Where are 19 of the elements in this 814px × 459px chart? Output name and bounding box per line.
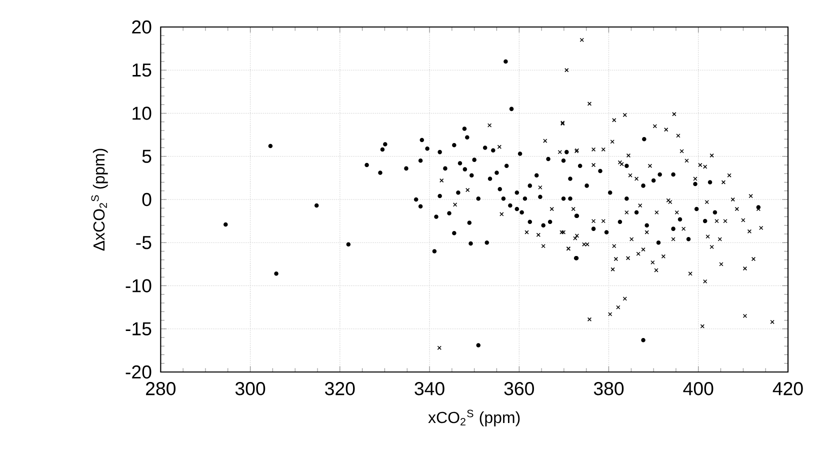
y-tick-label: -15 xyxy=(126,322,152,336)
x-tick-label: 380 xyxy=(594,382,624,396)
y-tick-label: 10 xyxy=(132,106,152,120)
x-tick-label: 400 xyxy=(683,382,714,396)
x-tick-label: 360 xyxy=(504,382,534,396)
x-tick-label: 320 xyxy=(325,382,355,396)
y-tick-label: 20 xyxy=(132,20,152,34)
y-tick-label: -5 xyxy=(136,236,152,250)
y-tick-label: -20 xyxy=(126,365,152,379)
y-tick-label: 15 xyxy=(132,64,152,77)
x-axis-title: xCO$_{2}$$^{S}$ (ppm) xyxy=(428,410,520,426)
x-tick-label: 280 xyxy=(146,382,176,396)
y-tick-label: -10 xyxy=(126,279,152,292)
y-axis-title: ΔxCO$_{2}$$^{S}$ (ppm) xyxy=(91,148,108,251)
x-tick-label: 420 xyxy=(772,382,803,396)
x-tick-label: 300 xyxy=(235,382,266,396)
x-tick-label: 340 xyxy=(414,382,444,396)
y-tick-label: 0 xyxy=(142,192,152,206)
y-tick-label: 5 xyxy=(142,150,152,163)
